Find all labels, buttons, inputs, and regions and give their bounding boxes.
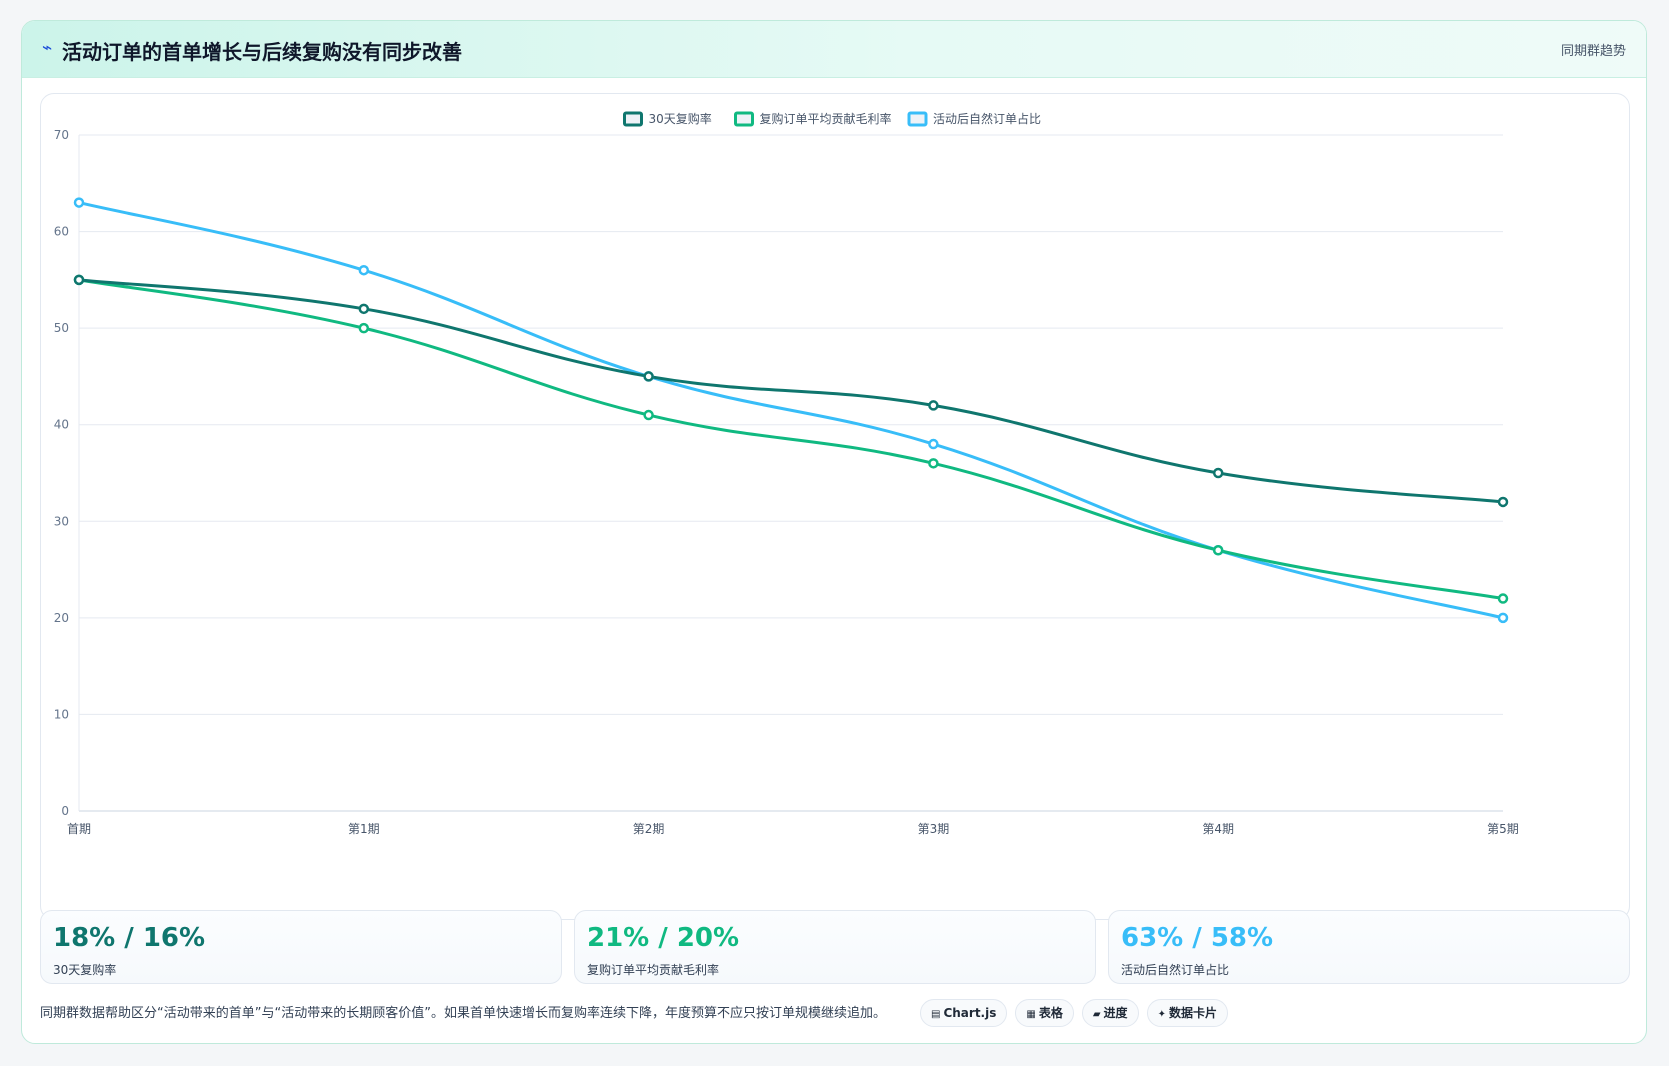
- series-line: [78, 278, 1504, 504]
- chart-container: 0 10 20 30 40 50 60 70 首期 第1期 第2期 第3期 第4期 第5期 30天复购率 复…: [40, 93, 1630, 920]
- y-tick-label: 10: [54, 707, 69, 721]
- stat-card-organic: 63% / 58% 活动后自然订单占比: [1108, 910, 1630, 984]
- series-line: [78, 278, 1504, 601]
- pill-progress[interactable]: ▰ 进度: [1081, 999, 1139, 1027]
- legend-label: 30天复购率: [649, 111, 712, 126]
- data-point[interactable]: [928, 458, 939, 469]
- y-tick-label: 40: [54, 418, 69, 432]
- legend-label: 复购订单平均贡献毛利率: [760, 111, 892, 126]
- legend-label: 活动后自然订单占比: [933, 111, 1041, 126]
- x-tick-label: 第4期: [1202, 822, 1234, 836]
- stat-value: 63% / 58%: [1121, 923, 1274, 953]
- y-tick-label: 60: [54, 225, 69, 239]
- data-point[interactable]: [928, 400, 939, 411]
- pill-table[interactable]: ▦ 表格: [1015, 999, 1074, 1027]
- y-tick-label: 20: [54, 611, 69, 625]
- y-tick-label: 50: [54, 321, 69, 335]
- legend-item[interactable]: 复购订单平均贡献毛利率: [734, 111, 892, 127]
- pill-label: 表格: [1038, 1006, 1063, 1020]
- tech-pills: ▤ Chart.js ▦ 表格 ▰ 进度 ✦ 数据卡片: [920, 999, 1236, 1027]
- y-tick-label: 30: [54, 514, 69, 528]
- card-header: ⌁ 活动订单的首单增长与后续复购没有同步改善 同期群趋势: [22, 21, 1646, 78]
- data-point[interactable]: [643, 371, 654, 382]
- stat-cards: 18% / 16% 30天复购率 21% / 20% 复购订单平均贡献毛利率 6…: [40, 910, 1630, 984]
- data-point[interactable]: [1212, 467, 1224, 479]
- data-point[interactable]: [1497, 593, 1509, 604]
- data-point[interactable]: [928, 438, 939, 450]
- stat-card-margin: 21% / 20% 复购订单平均贡献毛利率: [574, 910, 1096, 984]
- sparkle-icon: ✦: [1157, 1009, 1166, 1020]
- pill-label: 进度: [1103, 1006, 1128, 1020]
- pill-data-card[interactable]: ✦ 数据卡片: [1146, 999, 1228, 1027]
- x-tick-label: 第1期: [348, 822, 380, 836]
- stat-value: 21% / 20%: [587, 923, 740, 953]
- card-title: 活动订单的首单增长与后续复购没有同步改善: [62, 40, 462, 64]
- stat-label: 活动后自然订单占比: [1121, 963, 1230, 977]
- data-point[interactable]: [73, 197, 85, 208]
- data-point[interactable]: [1212, 545, 1224, 556]
- chart-icon: ▤: [931, 1009, 941, 1020]
- stat-value: 18% / 16%: [53, 923, 206, 953]
- series-line: [78, 201, 1504, 620]
- table-icon: ▦: [1026, 1009, 1036, 1020]
- legend-item[interactable]: 30天复购率: [623, 111, 712, 127]
- trend-card: ⌁ 活动订单的首单增长与后续复购没有同步改善 同期群趋势 0 10 20 30 40 50…: [21, 20, 1647, 1044]
- line-chart: 0 10 20 30 40 50 60 70 首期 第1期 第2期 第3期 第4期 第5期 30天复购率 复…: [54, 111, 1519, 836]
- footer-note: 同期群数据帮助区分“活动带来的首单”与“活动带来的长期顾客价值”。如果首单快速增…: [40, 1006, 886, 1021]
- legend-swatch: [907, 111, 928, 127]
- data-point[interactable]: [73, 274, 85, 286]
- stat-label: 复购订单平均贡献毛利率: [587, 963, 720, 977]
- data-point[interactable]: [358, 322, 370, 334]
- progress-icon: ▰: [1092, 1009, 1101, 1020]
- data-point[interactable]: [1497, 612, 1509, 624]
- legend-swatch: [734, 111, 754, 127]
- legend-item[interactable]: 活动后自然订单占比: [907, 111, 1041, 127]
- pill-chartjs[interactable]: ▤ Chart.js: [920, 999, 1008, 1027]
- y-tick-label: 0: [61, 804, 69, 818]
- trend-icon: ⌁: [42, 38, 53, 58]
- legend-swatch: [623, 111, 643, 127]
- data-point[interactable]: [358, 264, 370, 276]
- pill-label: Chart.js: [943, 1006, 997, 1020]
- cohort-trend-label: 同期群趋势: [1560, 44, 1626, 59]
- y-tick-label: 70: [54, 128, 69, 142]
- stat-label: 30天复购率: [53, 963, 117, 977]
- data-point[interactable]: [1497, 496, 1509, 508]
- x-tick-label: 首期: [67, 822, 91, 836]
- x-tick-label: 第5期: [1487, 822, 1519, 836]
- data-point[interactable]: [358, 303, 370, 315]
- stat-card-repurchase: 18% / 16% 30天复购率: [40, 910, 562, 984]
- pill-label: 数据卡片: [1168, 1006, 1217, 1020]
- x-tick-label: 第3期: [918, 822, 950, 836]
- data-point[interactable]: [643, 409, 654, 421]
- x-tick-label: 第2期: [633, 822, 665, 836]
